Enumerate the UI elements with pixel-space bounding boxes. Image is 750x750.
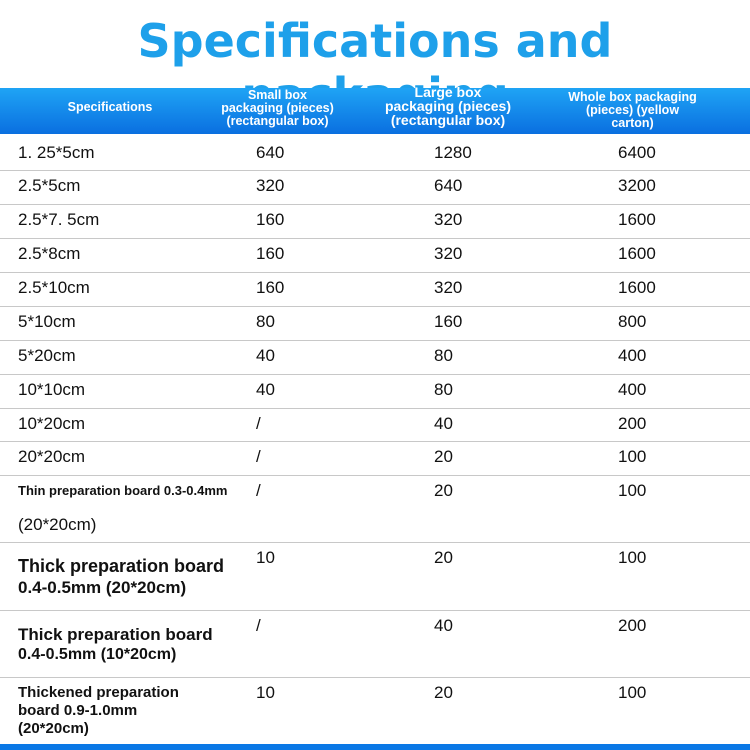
cell-text: 10 [256, 683, 275, 702]
cell-text: 320 [434, 244, 463, 263]
row-divider [0, 475, 750, 476]
spec-text: 2.5*7. 5cm [18, 210, 100, 229]
cell-text: 20 [434, 481, 453, 500]
cell-text: 100 [618, 481, 647, 500]
spec-text: 0.4-0.5mm (20*20cm) [18, 578, 187, 597]
row-divider [0, 441, 750, 442]
cell-text: 200 [618, 616, 647, 635]
footer-bar [0, 744, 750, 750]
spec-text: Thickened preparation [18, 684, 179, 701]
row-divider [0, 677, 750, 678]
header-text: Large box [414, 84, 482, 100]
cell-text: 200 [618, 413, 647, 433]
spec-text: 1. 25*5cm [18, 142, 95, 162]
cell-text: 640 [256, 142, 285, 162]
cell-text: 160 [256, 278, 285, 297]
spec-text: 2.5*10cm [18, 278, 90, 297]
header-text: (rectangular box) [226, 114, 329, 128]
row-divider [0, 170, 750, 171]
cell-text: 40 [434, 616, 453, 635]
cell-text: 640 [434, 176, 463, 195]
row-divider [0, 542, 750, 543]
cell-text: 40 [256, 346, 275, 365]
row-divider [0, 272, 750, 273]
cell-text: 1600 [618, 244, 656, 263]
header-text: (pieces) (yellow [585, 103, 680, 117]
spec-text: 5*20cm [18, 346, 76, 365]
cell-text: 40 [256, 380, 275, 399]
cell-text: 20 [434, 683, 453, 702]
header-text: Small box [247, 88, 308, 102]
header-text: Whole box packaging [568, 90, 697, 104]
cell-text: 320 [434, 278, 463, 297]
cell-text: 160 [256, 244, 285, 263]
cell-text: 400 [618, 346, 647, 365]
cell-text: 80 [434, 380, 453, 399]
spec-text: board 0.9-1.0mm [18, 702, 138, 719]
cell-text: 100 [618, 683, 647, 702]
cell-text: 400 [618, 380, 647, 399]
cell-text: 100 [618, 447, 647, 466]
spec-text: Thick preparation board [18, 556, 225, 576]
cell-text: 20 [434, 548, 453, 567]
cell-text: 80 [256, 312, 275, 331]
row-divider [0, 238, 750, 239]
cell-text: 100 [618, 548, 647, 567]
cell-text: 3200 [618, 176, 656, 195]
row-divider [0, 306, 750, 307]
spec-text: 10*10cm [18, 380, 86, 399]
cell-text: 1600 [618, 210, 656, 229]
spec-text: Thick preparation board [18, 625, 213, 644]
row-divider [0, 610, 750, 611]
cell-text: 800 [618, 312, 647, 331]
spec-text: 2.5*5cm [18, 176, 81, 195]
cell-text: 160 [256, 210, 285, 229]
cell-text: 1600 [618, 278, 656, 297]
cell-text: 1280 [434, 142, 472, 162]
cell-text: 40 [434, 413, 453, 433]
cell-text: 80 [434, 346, 453, 365]
cell-text: 320 [256, 176, 285, 195]
spec-text: 10*20cm [18, 413, 86, 433]
cell-text: 320 [434, 210, 463, 229]
row-divider [0, 340, 750, 341]
header-bar [0, 88, 750, 134]
cell-text: 6400 [618, 142, 656, 162]
spec-text: 5*10cm [18, 312, 76, 331]
cell-text: / [256, 413, 261, 433]
row-divider [0, 408, 750, 409]
spec-text: 20*20cm [18, 447, 86, 466]
cell-text: 160 [434, 312, 463, 331]
spec-text: (20*20cm) [18, 515, 97, 534]
header-text: packaging (pieces) [384, 98, 512, 114]
header-text: (rectangular box) [390, 112, 506, 128]
cell-text: / [256, 481, 261, 500]
row-divider [0, 204, 750, 205]
header-text: packaging (pieces) [221, 101, 334, 115]
spec-text: 2.5*8cm [18, 244, 81, 263]
cell-text: / [256, 616, 261, 635]
row-divider [0, 374, 750, 375]
header-text: Specifications [67, 100, 153, 114]
cell-text: / [256, 447, 261, 466]
spec-text: (20*20cm) [18, 720, 89, 737]
header-text: carton) [611, 116, 654, 130]
spec-text: 0.4-0.5mm (10*20cm) [18, 646, 177, 663]
spec-text: Thin preparation board 0.3-0.4mm [18, 483, 228, 498]
cell-text: 10 [256, 548, 275, 567]
cell-text: 20 [434, 447, 453, 466]
